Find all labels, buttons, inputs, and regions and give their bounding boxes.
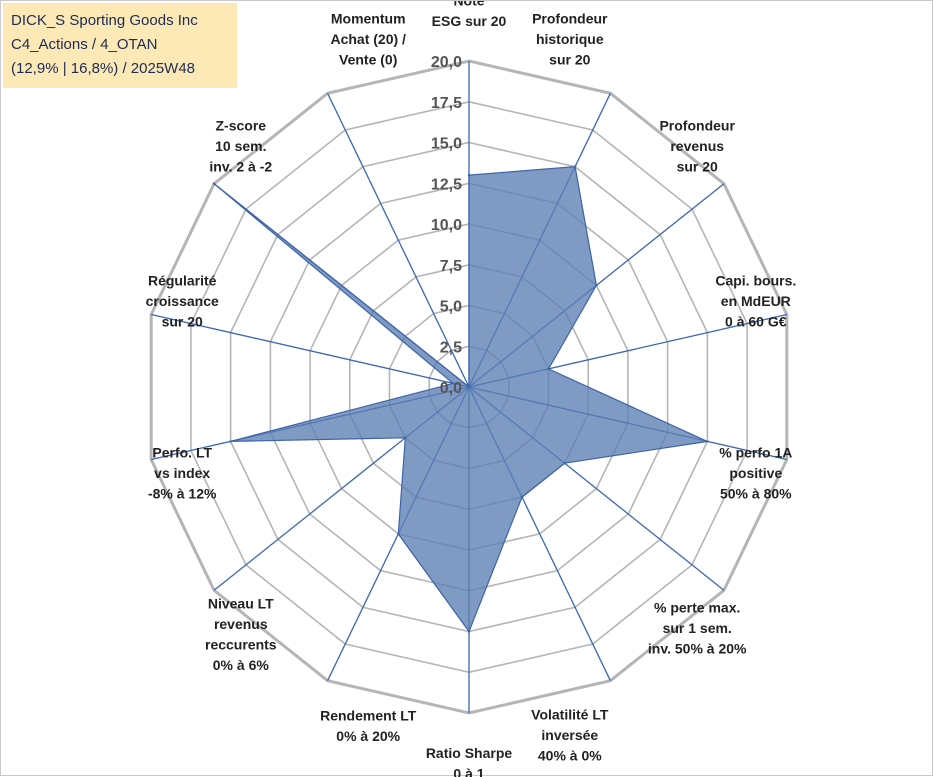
data-point <box>467 630 471 633</box>
radar-series <box>212 165 710 633</box>
data-point <box>547 367 550 371</box>
axis-label: Perfo. LT vs index -8% à 12% <box>148 445 217 502</box>
data-point <box>595 284 598 287</box>
tick-label: 10,0 <box>431 217 462 234</box>
tick-label: 20,0 <box>431 54 462 71</box>
tick-label: 15,0 <box>431 136 462 153</box>
data-point <box>467 173 471 177</box>
axis-label: Profondeur revenus sur 20 <box>659 118 735 175</box>
axis-label: Profondeur historique sur 20 <box>532 10 608 67</box>
axis-label: Rendement LT 0% à 20% <box>320 708 417 745</box>
axis-label: Momentum Achat (20) / Vente (0) <box>330 10 406 67</box>
data-point <box>451 382 455 385</box>
axis-label: NoteESG sur 20 <box>432 1 507 29</box>
axis-label: Volatilité LT inversée 40% à 0% <box>531 707 609 764</box>
data-point <box>520 495 524 499</box>
axis-label: % perfo 1A positive 50% à 80% <box>719 445 792 502</box>
data-point <box>404 436 407 439</box>
title-line-3: (12,9% | 16,8%) / 2025W48 <box>11 60 195 77</box>
axis-label: Niveau LT revenus reccurents 0% à 6% <box>205 596 277 674</box>
data-point <box>229 440 232 443</box>
tick-label: 7,5 <box>440 258 462 275</box>
tick-label: 2,5 <box>440 339 462 356</box>
title-line-2: C4_Actions / 4_OTAN <box>11 36 158 53</box>
axis-label: Z-score 10 sem. inv. 2 à -2 <box>209 118 272 175</box>
axis-spoke <box>327 93 470 388</box>
data-point <box>573 165 577 168</box>
chart-title-box: DICK_S Sporting Goods Inc C4_Actions / 4… <box>3 3 237 88</box>
tick-label: 0,0 <box>440 380 462 397</box>
data-point <box>467 385 471 389</box>
data-point <box>212 182 216 185</box>
axis-label: Capi. bours. en MdEUR 0 à 60 G€ <box>715 273 796 330</box>
tick-label: 17,5 <box>431 95 462 112</box>
tick-label: 12,5 <box>431 176 462 193</box>
data-point <box>706 440 709 443</box>
axis-spoke <box>151 313 470 388</box>
axis-label: Régularité croissance sur 20 <box>146 273 219 330</box>
tick-label: 5,0 <box>440 299 462 316</box>
axis-label: % perte max. sur 1 sem. inv. 50% à 20% <box>648 600 747 657</box>
title-line-1: DICK_S Sporting Goods Inc <box>11 12 198 29</box>
data-point <box>563 462 566 465</box>
axis-label: Ratio Sharpe 0 à 1 <box>426 745 513 777</box>
radial-tick-labels: 0,0 2,5 5,0 7,5 10,0 12,5 15,0 17,5 20,0 <box>431 54 462 397</box>
data-point <box>397 532 400 536</box>
